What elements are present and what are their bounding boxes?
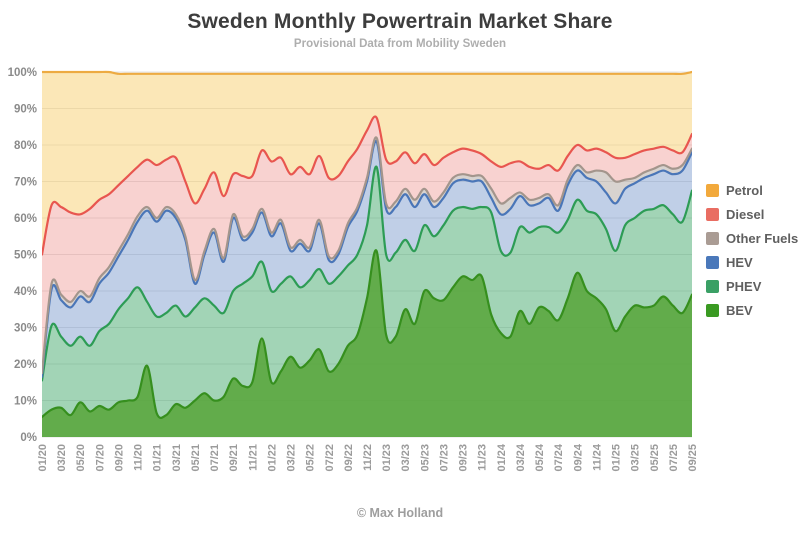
diesel-color-swatch — [706, 207, 719, 221]
plot-area — [42, 70, 692, 437]
x-axis-label: 05/22 — [305, 444, 317, 472]
legend-label-diesel: Diesel — [726, 206, 765, 222]
area-phev — [42, 166, 692, 418]
y-axis-label: 40% — [14, 286, 37, 298]
legend-label-other-fuels: Other Fuels — [726, 230, 799, 246]
y-axis-label: 30% — [14, 323, 37, 335]
y-axis-label: 50% — [14, 250, 37, 262]
petrol-color-swatch — [706, 183, 719, 197]
legend-item-other-fuels: Other Fuels — [706, 230, 799, 246]
area-bev — [42, 250, 692, 437]
legend-item-bev: BEV — [706, 302, 798, 318]
x-axis-label: 05/21 — [190, 444, 202, 472]
line-bev — [42, 249, 692, 419]
x-axis-label: 09/25 — [687, 444, 699, 472]
x-axis-label: 01/20 — [37, 444, 49, 472]
x-axis-label: 09/22 — [343, 444, 355, 472]
x-axis-label: 01/24 — [496, 443, 508, 471]
x-axis-label: 11/20 — [133, 444, 145, 471]
hev-color-swatch — [706, 255, 719, 269]
y-axis-label: 20% — [14, 359, 37, 371]
phev-color-swatch — [706, 279, 719, 293]
copyright-text: © Max Holland — [356, 506, 444, 520]
x-axis-label: 07/21 — [209, 444, 221, 472]
y-axis-label: 10% — [14, 396, 37, 408]
x-axis-label: 01/25 — [611, 444, 623, 472]
x-axis-label: 09/20 — [114, 444, 126, 472]
x-axis-label: 05/20 — [75, 444, 87, 472]
x-axis-labels: 01/20 03/20 05/20 07/20 09/20 11/20 01/21 03/21… — [37, 443, 699, 471]
bev-color-swatch — [706, 303, 719, 317]
x-axis-label: 09/23 — [458, 444, 470, 472]
line-other-fuels — [42, 136, 692, 375]
legend-item-hev: HEV — [706, 254, 798, 270]
y-axis-label: 70% — [14, 177, 37, 189]
x-axis-label: 03/22 — [286, 444, 298, 472]
y-axis-labels: 0% 10% 20% 30% 40% 50% 60% 70% 80% 90% 100% — [8, 67, 37, 444]
other-fuels-color-swatch — [706, 231, 719, 245]
legend-label-hev: HEV — [726, 254, 753, 270]
x-axis-label: 07/23 — [439, 444, 451, 472]
y-axis-label: 80% — [14, 140, 37, 152]
x-axis-label: 07/22 — [324, 444, 336, 472]
legend-label-phev: PHEV — [726, 278, 762, 294]
y-axis-label: 0% — [20, 432, 37, 444]
chart-title: Sweden Monthly Powertrain Market Share — [187, 10, 613, 33]
area-hev — [42, 140, 692, 381]
line-petrol — [42, 70, 692, 76]
x-axis-label: 07/25 — [668, 444, 680, 472]
area-diesel — [42, 116, 692, 374]
x-axis-label: 07/24 — [553, 443, 565, 471]
x-axis-label: 05/24 — [534, 443, 546, 471]
legend-item-petrol: Petrol — [706, 182, 798, 198]
x-axis-label: 01/21 — [152, 444, 164, 472]
x-axis-label: 11/21 — [247, 444, 259, 471]
x-axis-label: 05/25 — [649, 444, 661, 472]
x-axis-label: 03/23 — [400, 444, 412, 472]
x-axis-label: 11/24 — [591, 443, 603, 471]
x-axis-label: 09/24 — [572, 443, 584, 471]
legend: Petrol Diesel Other Fuels HEV PHEV BEV — [706, 182, 799, 318]
legend-item-diesel: Diesel — [706, 206, 798, 222]
x-axis-label: 11/22 — [362, 444, 374, 471]
legend-item-phev: PHEV — [706, 278, 798, 294]
x-axis-label: 03/20 — [56, 444, 68, 472]
x-axis-label: 11/23 — [477, 444, 489, 471]
y-axis-label: 60% — [14, 213, 37, 225]
area-petrol — [42, 71, 692, 255]
y-axis-label: 90% — [14, 104, 37, 116]
chart-subtitle: Provisional Data from Mobility Sweden — [293, 38, 507, 50]
legend-label-bev: BEV — [726, 302, 753, 318]
y-axis-label: 100% — [8, 67, 37, 79]
line-diesel — [42, 115, 692, 256]
x-axis-label: 03/25 — [630, 444, 642, 472]
x-axis-label: 07/20 — [94, 444, 106, 472]
x-axis-label: 09/21 — [228, 444, 240, 472]
line-phev — [42, 165, 692, 382]
legend-label-petrol: Petrol — [726, 182, 763, 198]
x-axis-label: 01/23 — [381, 444, 393, 472]
x-axis-label: 05/23 — [419, 444, 431, 472]
x-axis-label: 01/22 — [266, 444, 278, 472]
x-axis-label: 03/24 — [515, 443, 527, 471]
x-axis-label: 03/21 — [171, 444, 183, 472]
